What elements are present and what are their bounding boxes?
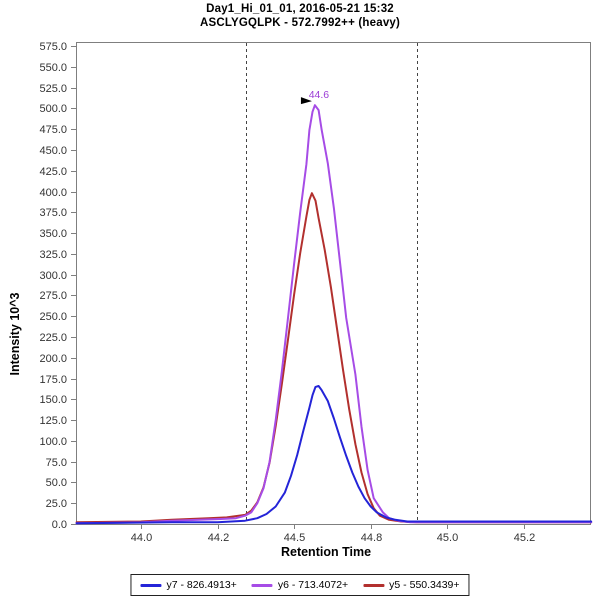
y-tick-label: 325.0 (39, 249, 67, 261)
chart-subtitle: ASCLYGQLPK - 572.7992++ (heavy) (199, 17, 401, 29)
y-tick-label: 525.0 (39, 83, 67, 95)
legend-item-y7: y7 - 826.4913+ (140, 579, 237, 591)
y-tick-label: 375.0 (39, 207, 67, 219)
chart-title: Day1_Hi_01_01, 2016-05-21 15:32 (206, 3, 394, 15)
series-line-y7 (75, 385, 593, 525)
y-tick-label: 250.0 (39, 311, 67, 323)
x-tick-label: 45.0 (437, 532, 458, 544)
y-tick-label: 0.0 (52, 519, 67, 531)
y-tick-label: 400.0 (39, 187, 67, 199)
x-tick-label: 44.8 (361, 532, 382, 544)
y-tick-label: 100.0 (39, 436, 67, 448)
series-line-y5 (75, 192, 593, 524)
y-tick-label: 175.0 (39, 374, 67, 386)
legend-swatch-icon (251, 583, 273, 587)
x-axis-title: Retention Time (280, 545, 372, 559)
y-tick-label: 225.0 (39, 332, 67, 344)
y-tick-label: 475.0 (39, 124, 67, 136)
y-tick-label: 300.0 (39, 270, 67, 282)
y-tick-label: 25.0 (46, 498, 67, 510)
y-tick-label: 200.0 (39, 353, 67, 365)
y-tick-label: 275.0 (39, 290, 67, 302)
x-tick-label: 44.5 (284, 532, 305, 544)
y-tick-label: 350.0 (39, 228, 67, 240)
y-tick-label: 125.0 (39, 415, 67, 427)
x-tick-label: 44.2 (208, 532, 229, 544)
y-tick-label: 425.0 (39, 166, 67, 178)
legend-label: y6 - 713.4072+ (277, 579, 349, 591)
legend-swatch-icon (363, 583, 385, 587)
y-tick-label: 75.0 (46, 457, 67, 469)
y-axis-title: Intensity 10^3 (8, 292, 22, 376)
plot-frame (76, 42, 591, 525)
y-tick-label: 450.0 (39, 145, 67, 157)
legend-item-y5: y5 - 550.3439+ (363, 579, 460, 591)
legend-label: y5 - 550.3439+ (389, 579, 460, 591)
y-tick-label: 575.0 (39, 41, 67, 53)
legend-swatch-icon (140, 583, 162, 587)
legend-item-y6: y6 - 713.4072+ (251, 579, 349, 591)
y-tick-label: 550.0 (39, 62, 67, 74)
legend: y7 - 826.4913+ y6 - 713.4072+ y5 - 550.343… (130, 574, 470, 596)
series-line-y6 (75, 104, 593, 525)
x-tick-label: 45.2 (514, 532, 535, 544)
peak-rt-annotation: 44.6 (309, 89, 330, 101)
peak-arrow-icon (300, 97, 312, 105)
y-tick-label: 50.0 (46, 477, 67, 489)
y-tick-label: 150.0 (39, 394, 67, 406)
x-tick-label: 44.0 (131, 532, 152, 544)
y-tick-label: 500.0 (39, 103, 67, 115)
legend-label: y7 - 826.4913+ (166, 579, 237, 591)
